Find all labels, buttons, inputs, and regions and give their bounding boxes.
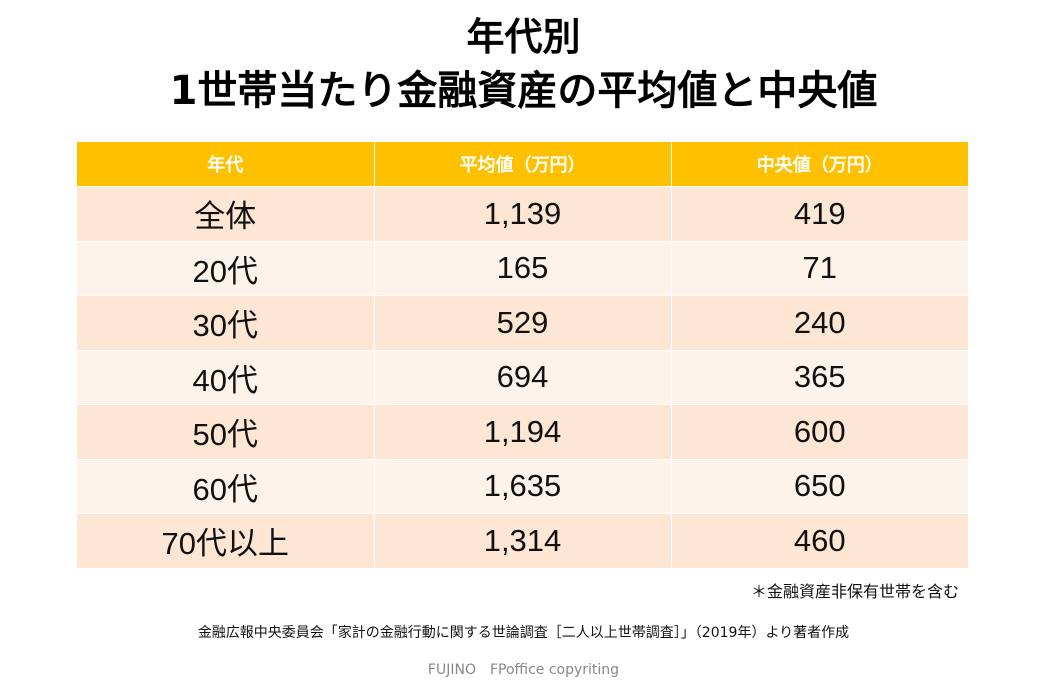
table-row: 全体 1,139 419 xyxy=(77,186,968,241)
table-header-row: 年代 平均値（万円） 中央値（万円） xyxy=(77,142,968,187)
cell-median: 460 xyxy=(671,513,968,568)
header-median: 中央値（万円） xyxy=(671,142,968,187)
cell-age: 30代 xyxy=(77,295,375,350)
cell-average: 1,635 xyxy=(374,458,672,514)
copyright: FUJINO FPoffice copyriting xyxy=(427,662,620,678)
cell-average: 694 xyxy=(374,349,672,405)
table-row: 40代 694 365 xyxy=(77,349,968,405)
cell-average: 1,194 xyxy=(374,404,672,459)
table-row: 20代 165 71 xyxy=(77,240,968,296)
cell-median: 365 xyxy=(671,349,968,405)
cell-median: 650 xyxy=(671,458,968,514)
source-citation: 金融広報中央委員会「家計の金融行動に関する世論調査［二人以上世帯調査］」（201… xyxy=(197,625,850,641)
header-average: 平均値（万円） xyxy=(374,142,672,187)
cell-average: 165 xyxy=(374,240,672,296)
assets-table: 年代 平均値（万円） 中央値（万円） 全体 1,139 419 20代 165 71 30代… xyxy=(77,142,968,568)
table-row: 30代 529 240 xyxy=(77,295,968,350)
cell-median: 419 xyxy=(671,186,968,241)
cell-median: 71 xyxy=(671,240,968,296)
cell-age: 60代 xyxy=(77,458,375,514)
header-age: 年代 xyxy=(77,142,375,187)
cell-age: 全体 xyxy=(77,186,375,241)
cell-median: 600 xyxy=(671,404,968,459)
cell-median: 240 xyxy=(671,295,968,350)
cell-average: 1,139 xyxy=(374,186,672,241)
cell-age: 70代以上 xyxy=(77,513,375,568)
page-title-line1: 年代別 xyxy=(466,15,581,59)
cell-average: 1,314 xyxy=(374,513,672,568)
cell-age: 50代 xyxy=(77,404,375,459)
table-row: 60代 1,635 650 xyxy=(77,458,968,514)
cell-age: 40代 xyxy=(77,349,375,405)
table-row: 50代 1,194 600 xyxy=(77,404,968,459)
footnote: ＊金融資産非保有世帯を含む xyxy=(750,582,959,601)
table-row: 70代以上 1,314 460 xyxy=(77,513,968,568)
page-title-line2: 1世帯当たり金融資産の平均値と中央値 xyxy=(169,68,878,114)
cell-age: 20代 xyxy=(77,240,375,296)
cell-average: 529 xyxy=(374,295,672,350)
